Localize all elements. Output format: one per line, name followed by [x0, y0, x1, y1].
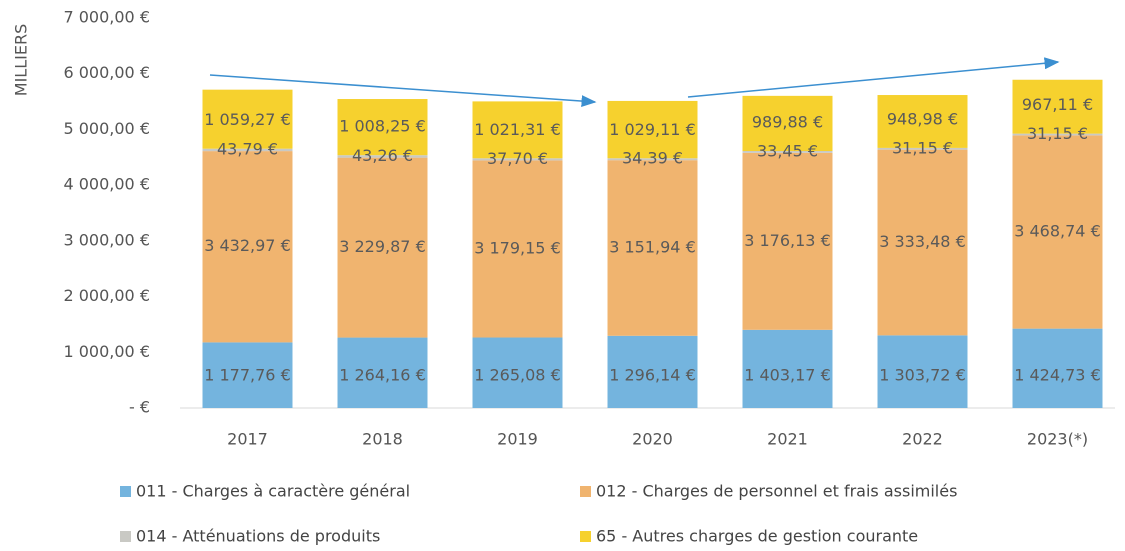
bar-segment — [472, 158, 563, 161]
bar-segment — [337, 99, 428, 156]
value-label: 3 151,94 € — [609, 237, 696, 256]
value-label: 3 179,15 € — [474, 238, 561, 257]
value-label: 1 265,08 € — [474, 366, 561, 385]
value-label: 989,88 € — [752, 113, 823, 132]
y-tick-label: 7 000,00 € — [63, 8, 150, 27]
bar-segment — [742, 95, 833, 152]
bar-segment — [742, 151, 833, 153]
trend-arrow — [209, 74, 597, 108]
bar-segment — [877, 335, 968, 408]
value-label: 3 229,87 € — [339, 237, 426, 256]
bar-segment — [202, 342, 293, 408]
value-label: 1 424,73 € — [1014, 366, 1101, 385]
bar-segment — [607, 100, 698, 159]
bar-segment — [337, 157, 428, 338]
y-tick-label: - € — [129, 398, 150, 417]
value-label: 31,15 € — [892, 138, 953, 157]
value-label: 948,98 € — [887, 109, 958, 128]
x-tick-label: 2022 — [902, 430, 943, 449]
plot: - € 1 000,00 € 2 000,00 € 3 000,00 € 4 000,0… — [63, 8, 1115, 546]
bar-segment — [1012, 133, 1103, 136]
value-label: 1 008,25 € — [339, 117, 426, 136]
legend-label: 014 - Atténuations de produits — [136, 527, 380, 546]
value-label: 31,15 € — [1027, 124, 1088, 143]
value-label: 1 264,16 € — [339, 366, 426, 385]
legend-label: 65 - Autres charges de gestion courante — [596, 527, 918, 546]
y-tick-label: 5 000,00 € — [63, 119, 150, 138]
legend-swatch — [580, 486, 591, 497]
bar-segment — [742, 329, 833, 408]
bar-segment — [472, 337, 563, 408]
bar-segment — [202, 151, 293, 343]
bar-segment — [877, 147, 968, 150]
legend-swatch — [120, 486, 131, 497]
x-tick-label: 2021 — [767, 430, 808, 449]
legend-swatch — [580, 531, 591, 542]
value-label: 37,70 € — [487, 149, 548, 168]
bar-segment — [877, 149, 968, 336]
value-label: 3 333,48 € — [879, 232, 966, 251]
value-label: 1 403,17 € — [744, 366, 831, 385]
y-tick-label: 4 000,00 € — [63, 175, 150, 194]
value-label: 967,11 € — [1022, 95, 1093, 114]
value-label: 3 432,97 € — [204, 236, 291, 255]
y-tick-label: 1 000,00 € — [63, 342, 150, 361]
x-tick-label: 2018 — [362, 430, 403, 449]
legend-swatch — [120, 531, 131, 542]
legend-label: 012 - Charges de personnel et frais assi… — [596, 482, 957, 501]
value-label: 3 468,74 € — [1014, 221, 1101, 240]
value-label: 43,79 € — [217, 139, 278, 158]
bar-segment — [1012, 79, 1103, 134]
bar-segment — [742, 152, 833, 330]
bar-segment — [202, 148, 293, 152]
bar-segment — [1012, 328, 1103, 408]
bar-segment — [877, 95, 968, 148]
bar-segment — [607, 335, 698, 408]
value-label: 1 296,14 € — [609, 366, 696, 385]
x-tick-label: 2023(*) — [1027, 430, 1088, 449]
y-axis-label: MILLIERS — [12, 24, 31, 96]
bar-segment — [472, 101, 563, 159]
bar-segment — [337, 337, 428, 408]
value-label: 1 059,27 € — [204, 110, 291, 129]
bar-segment — [607, 160, 698, 336]
x-tick-label: 2017 — [227, 430, 268, 449]
value-label: 3 176,13 € — [744, 231, 831, 250]
value-label: 33,45 € — [757, 141, 818, 160]
trend-arrow — [687, 57, 1060, 98]
value-label: 1 029,11 € — [609, 120, 696, 139]
bar-segment — [1012, 135, 1103, 329]
value-label: 43,26 € — [352, 146, 413, 165]
x-tick-label: 2019 — [497, 430, 538, 449]
value-label: 1 021,31 € — [474, 120, 561, 139]
y-tick-label: 6 000,00 € — [63, 63, 150, 82]
legend-label: 011 - Charges à caractère général — [136, 482, 410, 501]
bar-segment — [337, 155, 428, 158]
y-tick-label: 3 000,00 € — [63, 230, 150, 249]
y-tick-label: 2 000,00 € — [63, 286, 150, 305]
value-label: 1 177,76 € — [204, 366, 291, 385]
bar-segment — [607, 158, 698, 161]
value-label: 1 303,72 € — [879, 366, 966, 385]
bar-segment — [472, 160, 563, 338]
value-label: 34,39 € — [622, 149, 683, 168]
x-tick-label: 2020 — [632, 430, 673, 449]
bar-segment — [202, 89, 293, 149]
